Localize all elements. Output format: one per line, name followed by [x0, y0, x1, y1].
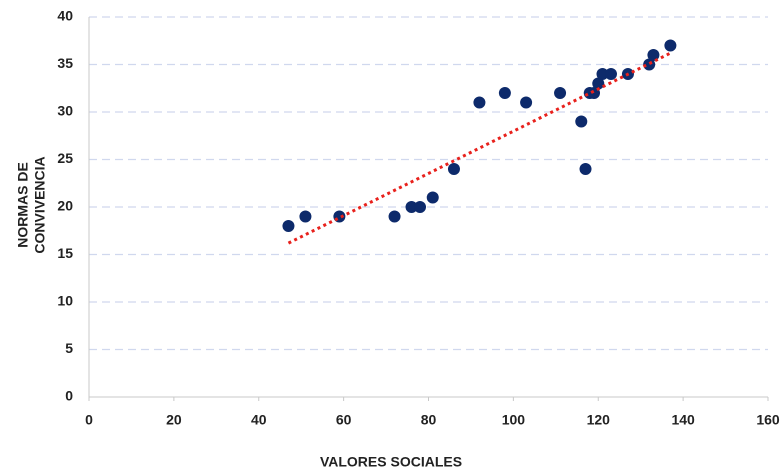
point [554, 87, 567, 99]
y-tick-label: 30 [57, 103, 73, 119]
x-tick-label: 120 [587, 412, 611, 428]
y-tick-label: 35 [57, 55, 73, 71]
point [520, 96, 533, 109]
x-tick-label: 140 [671, 412, 695, 428]
point [647, 49, 660, 61]
point [588, 87, 601, 99]
point [596, 68, 609, 80]
point [575, 115, 588, 128]
x-axis-title: VALORES SOCIALES [320, 454, 462, 470]
x-tick-label: 20 [166, 412, 182, 428]
point [426, 191, 439, 204]
y-tick-label: 5 [65, 340, 73, 356]
point [388, 210, 401, 223]
x-tick-label: 100 [502, 412, 526, 428]
point [498, 87, 511, 99]
point [664, 39, 677, 52]
y-tick-label: 0 [65, 388, 73, 404]
y-tick-label: 15 [57, 245, 73, 261]
point [414, 201, 427, 213]
point [579, 163, 592, 175]
x-tick-label: 80 [421, 412, 437, 428]
point [282, 220, 295, 232]
y-axis-title: CONVIVENCIA [32, 156, 48, 253]
point [604, 68, 617, 80]
y-tick-label: 40 [57, 8, 73, 24]
x-tick-label: 0 [85, 412, 93, 428]
y-axis-title: NORMAS DE [15, 162, 31, 248]
x-tick-label: 60 [336, 412, 352, 428]
point [643, 58, 656, 71]
trendline [287, 51, 672, 245]
point [592, 77, 605, 90]
point [447, 163, 460, 175]
y-tick-label: 10 [57, 293, 73, 309]
x-tick-label: 160 [756, 412, 780, 428]
point [473, 96, 486, 109]
y-tick-label: 25 [57, 150, 73, 166]
y-tick-label: 20 [57, 198, 73, 214]
point [299, 210, 312, 223]
x-tick-label: 40 [251, 412, 267, 428]
point [405, 201, 418, 213]
